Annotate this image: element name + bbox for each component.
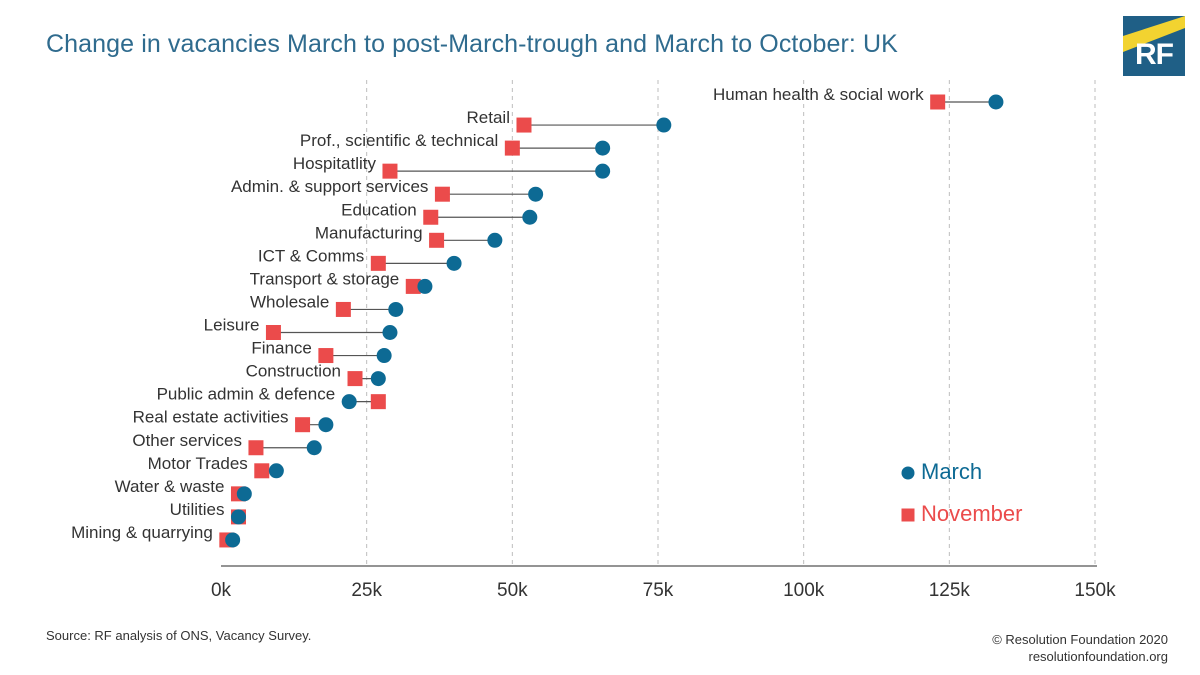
category-label: Construction <box>246 362 341 381</box>
copyright-text: © Resolution Foundation 2020 <box>992 632 1168 647</box>
x-tick-label: 150k <box>1074 580 1116 601</box>
category-label: Transport & storage <box>250 269 400 288</box>
category-label: Manufacturing <box>315 223 423 242</box>
logo-text: RF <box>1135 38 1174 71</box>
category-label: Prof., scientific & technical <box>300 131 498 150</box>
legend-november-marker <box>901 508 915 522</box>
x-tick-label: 50k <box>497 580 528 601</box>
category-label: ICT & Comms <box>258 246 364 265</box>
march-marker <box>595 140 611 156</box>
logo-accent-band <box>1123 16 1185 52</box>
march-marker <box>306 440 322 456</box>
march-marker <box>595 163 611 179</box>
x-tick-label: 125k <box>929 580 971 601</box>
category-label: Other services <box>132 431 242 450</box>
x-tick-label: 100k <box>783 580 825 601</box>
march-marker <box>417 278 433 294</box>
march-marker <box>656 117 672 133</box>
category-label: Hospitatlity <box>293 154 377 173</box>
november-marker <box>370 255 386 271</box>
march-marker <box>230 509 246 525</box>
category-label: Human health & social work <box>713 85 924 104</box>
november-marker <box>405 278 421 294</box>
website-text: resolutionfoundation.org <box>1028 649 1169 664</box>
x-tick-label: 25k <box>351 580 382 601</box>
x-tick-label: 75k <box>643 580 674 601</box>
category-label: Motor Trades <box>148 454 248 473</box>
category-label: Utilities <box>170 500 225 519</box>
legend-november-label: November <box>921 501 1022 526</box>
november-marker <box>370 394 386 410</box>
x-tick-label: 0k <box>211 580 232 601</box>
november-marker <box>347 371 363 387</box>
category-label: Finance <box>251 339 311 358</box>
source-note: Source: RF analysis of ONS, Vacancy Surv… <box>46 628 312 643</box>
november-marker <box>265 325 281 340</box>
march-marker <box>341 394 357 410</box>
november-marker <box>248 440 264 456</box>
november-marker <box>335 301 351 317</box>
category-label: Real estate activities <box>133 408 289 427</box>
november-marker <box>504 140 520 156</box>
november-marker <box>434 186 450 202</box>
november-marker <box>930 94 946 110</box>
november-marker <box>423 209 439 225</box>
march-marker <box>268 463 284 479</box>
category-label: Wholesale <box>250 292 329 311</box>
november-marker <box>295 417 311 433</box>
november-marker <box>254 463 270 479</box>
march-marker <box>225 532 241 548</box>
march-marker <box>376 348 392 364</box>
march-marker <box>487 232 503 248</box>
rf-logo: RF <box>1123 16 1185 76</box>
category-label: Public admin & defence <box>157 385 336 404</box>
march-marker <box>318 417 334 433</box>
november-marker <box>318 348 334 364</box>
legend-march-marker <box>901 466 915 480</box>
category-label: Retail <box>467 108 510 127</box>
category-label: Water & waste <box>115 477 225 496</box>
november-marker <box>516 117 532 133</box>
march-marker <box>446 255 462 271</box>
march-marker <box>370 371 386 387</box>
march-marker <box>382 325 398 340</box>
copyright-block: © Resolution Foundation 2020 resolutionf… <box>992 631 1168 665</box>
march-marker <box>522 209 538 225</box>
march-marker <box>528 186 544 202</box>
category-label: Leisure <box>204 316 260 335</box>
category-label: Education <box>341 200 417 219</box>
category-label: Mining & quarrying <box>71 523 213 542</box>
march-marker <box>236 486 252 502</box>
chart-title: Change in vacancies March to post-March-… <box>46 30 898 58</box>
march-marker <box>388 301 404 317</box>
november-marker <box>382 163 398 179</box>
category-label: Admin. & support services <box>231 177 428 196</box>
november-marker <box>429 232 445 248</box>
march-marker <box>988 94 1004 110</box>
legend-march-label: March <box>921 459 982 484</box>
